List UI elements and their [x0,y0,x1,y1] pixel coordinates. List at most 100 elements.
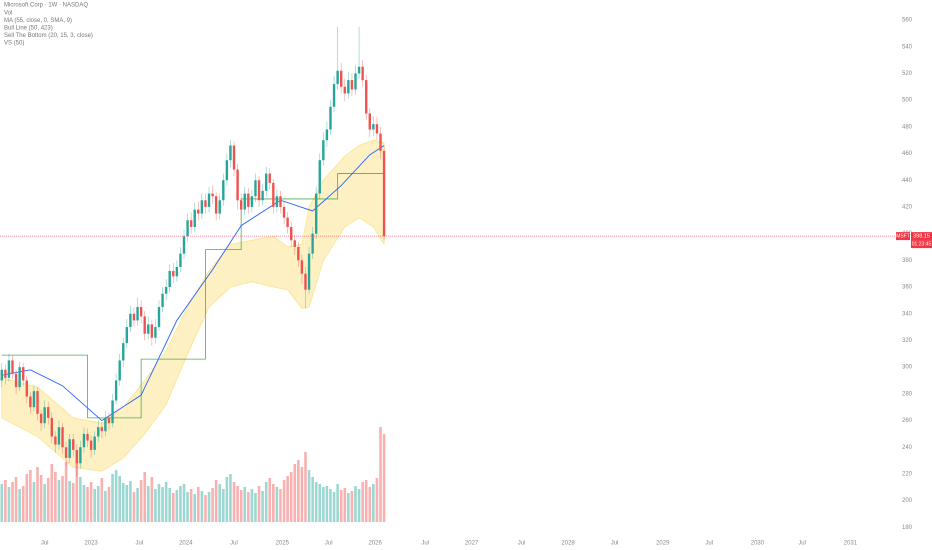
candle-body [311,233,314,254]
volume-bar [175,490,179,522]
x-tick-label: Jul [518,541,526,547]
candle-body [147,324,150,334]
candle-body [7,360,11,378]
volume-bar [50,464,54,522]
volume-bar [125,485,129,522]
candle-body [354,73,357,90]
candle-body [304,273,307,290]
volume-bar [93,489,96,522]
candle-body [82,433,86,448]
volume-bar [193,494,197,522]
candle-body [225,160,229,181]
volume-bar [96,486,100,522]
volume-bar [204,495,207,522]
volume-bar [329,489,332,522]
candle-body [11,360,14,374]
candle-body [347,80,350,94]
candle-body [68,439,71,458]
candle-body [332,84,336,107]
candle-body [29,396,32,408]
volume-bar [146,486,150,522]
volume-bar [325,486,329,522]
candle-body [43,407,46,424]
y-tick-label: 560 [902,18,913,24]
candle-body [286,217,289,227]
x-tick-label: Jul [230,541,238,547]
volume-bar [218,484,222,522]
candle-body [236,169,239,201]
x-tick-label: Jul [611,541,619,547]
candle-body [232,145,236,170]
volume-bar [282,480,286,522]
volume-bar [279,489,282,522]
volume-bar [254,493,257,522]
volume-bar [86,487,89,522]
y-tick-label: 320 [902,338,913,344]
candle-body [200,200,204,214]
candle-body [168,271,171,288]
volume-bar [150,477,154,522]
x-tick-label: Jul [325,541,333,547]
candle-body [100,427,104,432]
y-tick-label: 500 [902,98,913,104]
y-tick-label: 440 [902,178,913,184]
volume-bar [75,460,79,522]
volume-bar [132,492,136,522]
candle-body [122,343,125,361]
candle-body [79,447,82,464]
legend-item: Sell The Bottom (20, 15, 3, close) [4,33,93,39]
ma-line [1,145,385,422]
candle-body [343,86,346,94]
volume-bar [268,478,272,522]
volume-bar [25,474,29,522]
volume-bar [286,476,289,522]
candle-body [129,313,132,328]
x-tick-label: Jul [705,541,713,547]
candle-body [136,307,139,321]
candle-body [204,200,207,207]
candle-body [293,240,296,247]
y-tick-label: 420 [902,205,913,211]
candle-body [132,313,136,321]
volume-bar [104,491,107,522]
volume-bar [200,491,204,522]
candle-body [22,367,25,381]
candle-body [214,196,218,214]
candle-body [32,391,36,408]
volume-bar [121,483,125,522]
y-tick-label: 300 [902,365,913,371]
volume-bar [332,492,336,522]
candle-body [375,124,379,134]
candle-body [143,316,146,334]
volume-bar [7,487,11,522]
y-tick-label: 260 [902,418,913,424]
volume-bar [318,484,322,522]
volume-bar [339,490,343,522]
volume-bar [118,476,121,522]
candle-body [336,70,339,85]
candle-body [18,367,21,388]
volume-bar [186,492,189,522]
candle-body [307,253,311,290]
candle-body [75,449,79,464]
candle-body [4,369,7,378]
volume-bar [100,478,104,522]
candle-body [161,293,164,308]
volume-bar [214,480,218,522]
volume-bar [161,487,164,522]
y-tick-label: 480 [902,124,913,130]
volume-bar [89,482,93,522]
volume-bar [222,489,225,522]
volume-bar [182,484,186,522]
volume-bar [57,480,61,522]
volume-bar [68,481,71,522]
volume-bar [322,487,325,522]
candle-body [86,433,89,441]
candle-body [179,253,182,267]
x-tick-label: 2025 [276,541,290,547]
volume-bar [372,484,375,522]
volume-bar [347,493,350,522]
volume-bar [164,482,168,522]
